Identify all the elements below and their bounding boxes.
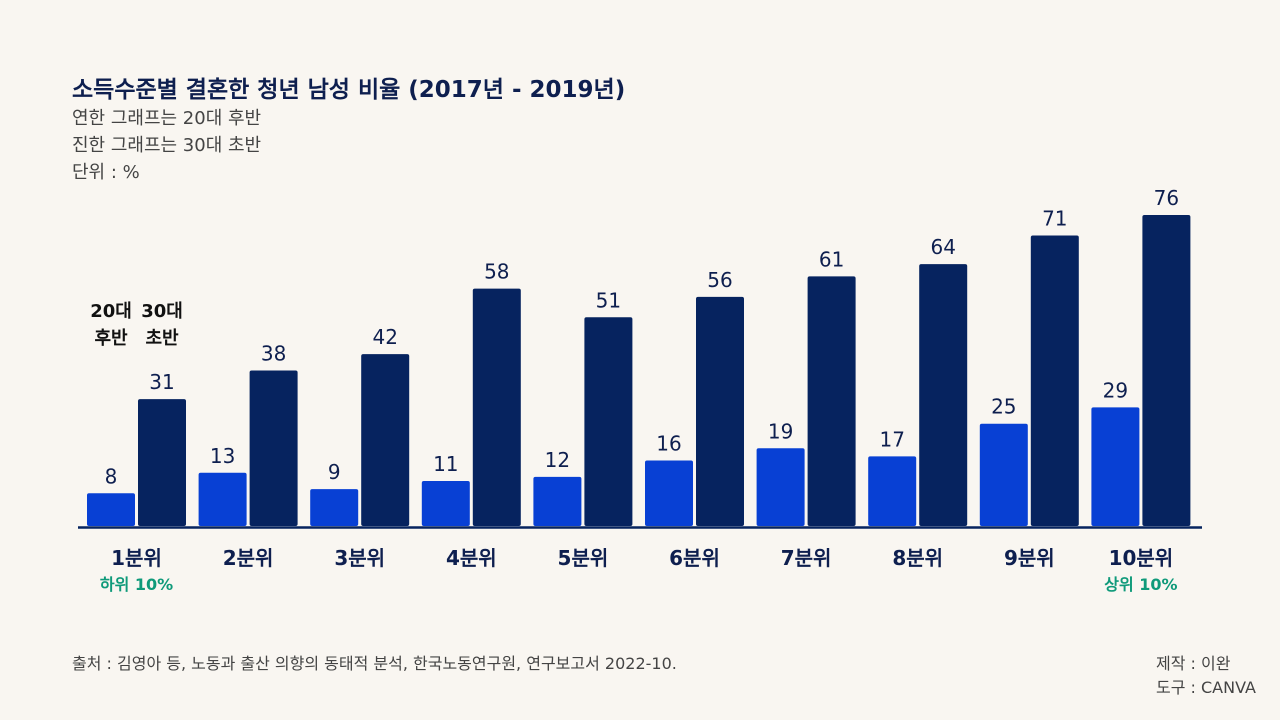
bar-s2-10 (1142, 215, 1191, 526)
legend-s1-line1: 20대 (90, 301, 132, 322)
data-label-s1-5: 12 (545, 448, 570, 472)
category-sublabel-1: 하위 10% (100, 575, 173, 594)
data-label-s2-1: 31 (149, 370, 174, 394)
data-label-s1-7: 19 (768, 419, 793, 443)
data-label-s1-8: 17 (879, 427, 904, 451)
category-label-8: 8분위 (892, 546, 943, 570)
category-label-5: 5분위 (558, 546, 609, 570)
chart-title: 소득수준별 결혼한 청년 남성 비율 (2017년 - 2019년) (72, 77, 626, 103)
tool-note: 도구 : CANVA (1156, 678, 1256, 697)
category-label-7: 7분위 (781, 546, 832, 570)
data-label-s2-9: 71 (1042, 206, 1067, 230)
bar-s1-6 (645, 460, 693, 526)
data-label-s2-10: 76 (1154, 186, 1179, 210)
bar-s2-8 (919, 264, 968, 526)
data-label-s1-10: 29 (1103, 378, 1128, 402)
legend-s2-line1: 30대 (141, 301, 183, 322)
source-note: 출처 : 김영아 등, 노동과 출산 의향의 동태적 분석, 한국노동연구원, … (72, 654, 677, 673)
data-label-s2-3: 42 (372, 325, 397, 349)
data-label-s1-9: 25 (991, 395, 1016, 419)
category-sublabel-10: 상위 10% (1104, 575, 1177, 594)
bar-s2-5 (584, 317, 633, 526)
bar-s1-9 (979, 423, 1028, 526)
bar-s1-4 (421, 480, 470, 526)
data-label-s1-1: 8 (105, 464, 118, 488)
bar-s2-3 (361, 354, 410, 526)
bar-s2-1 (138, 399, 186, 526)
category-label-10: 10분위 (1109, 546, 1174, 570)
data-label-s2-7: 61 (819, 247, 844, 271)
data-label-s1-2: 13 (210, 444, 235, 468)
bar-s1-2 (198, 472, 247, 526)
category-label-1: 1분위 (111, 546, 162, 570)
category-label-3: 3분위 (334, 546, 385, 570)
bar-s2-7 (807, 276, 856, 526)
subtitle-dark: 진한 그래프는 30대 초반 (72, 135, 262, 156)
legend-s2-line2: 초반 (145, 328, 179, 349)
data-label-s2-4: 58 (484, 260, 509, 284)
bar-s2-9 (1030, 235, 1079, 527)
category-label-6: 6분위 (669, 546, 720, 570)
bar-s2-2 (249, 370, 298, 526)
data-label-s2-6: 56 (707, 268, 732, 292)
data-label-s2-5: 51 (596, 288, 621, 312)
subtitle-light: 연한 그래프는 20대 후반 (72, 108, 262, 129)
bar-s1-3 (310, 489, 359, 526)
category-label-2: 2분위 (223, 546, 274, 570)
data-label-s2-2: 38 (261, 342, 286, 366)
bar-s1-8 (868, 456, 917, 526)
data-label-s2-8: 64 (930, 235, 955, 259)
data-label-s1-3: 9 (328, 460, 341, 484)
data-label-s1-4: 11 (433, 452, 458, 476)
bar-s1-10 (1091, 407, 1140, 526)
category-label-9: 9분위 (1004, 546, 1055, 570)
bar-s1-5 (533, 476, 582, 526)
data-label-s1-6: 16 (656, 432, 681, 456)
legend-s1-line2: 후반 (94, 328, 128, 349)
category-label-4: 4분위 (446, 546, 497, 570)
bar-s2-6 (696, 296, 744, 526)
subtitle-unit: 단위 : % (72, 162, 140, 183)
bar-s2-4 (472, 288, 521, 526)
bar-s1-1 (87, 493, 135, 526)
maker-note: 제작 : 이완 (1156, 654, 1231, 673)
bar-s1-7 (756, 448, 805, 526)
